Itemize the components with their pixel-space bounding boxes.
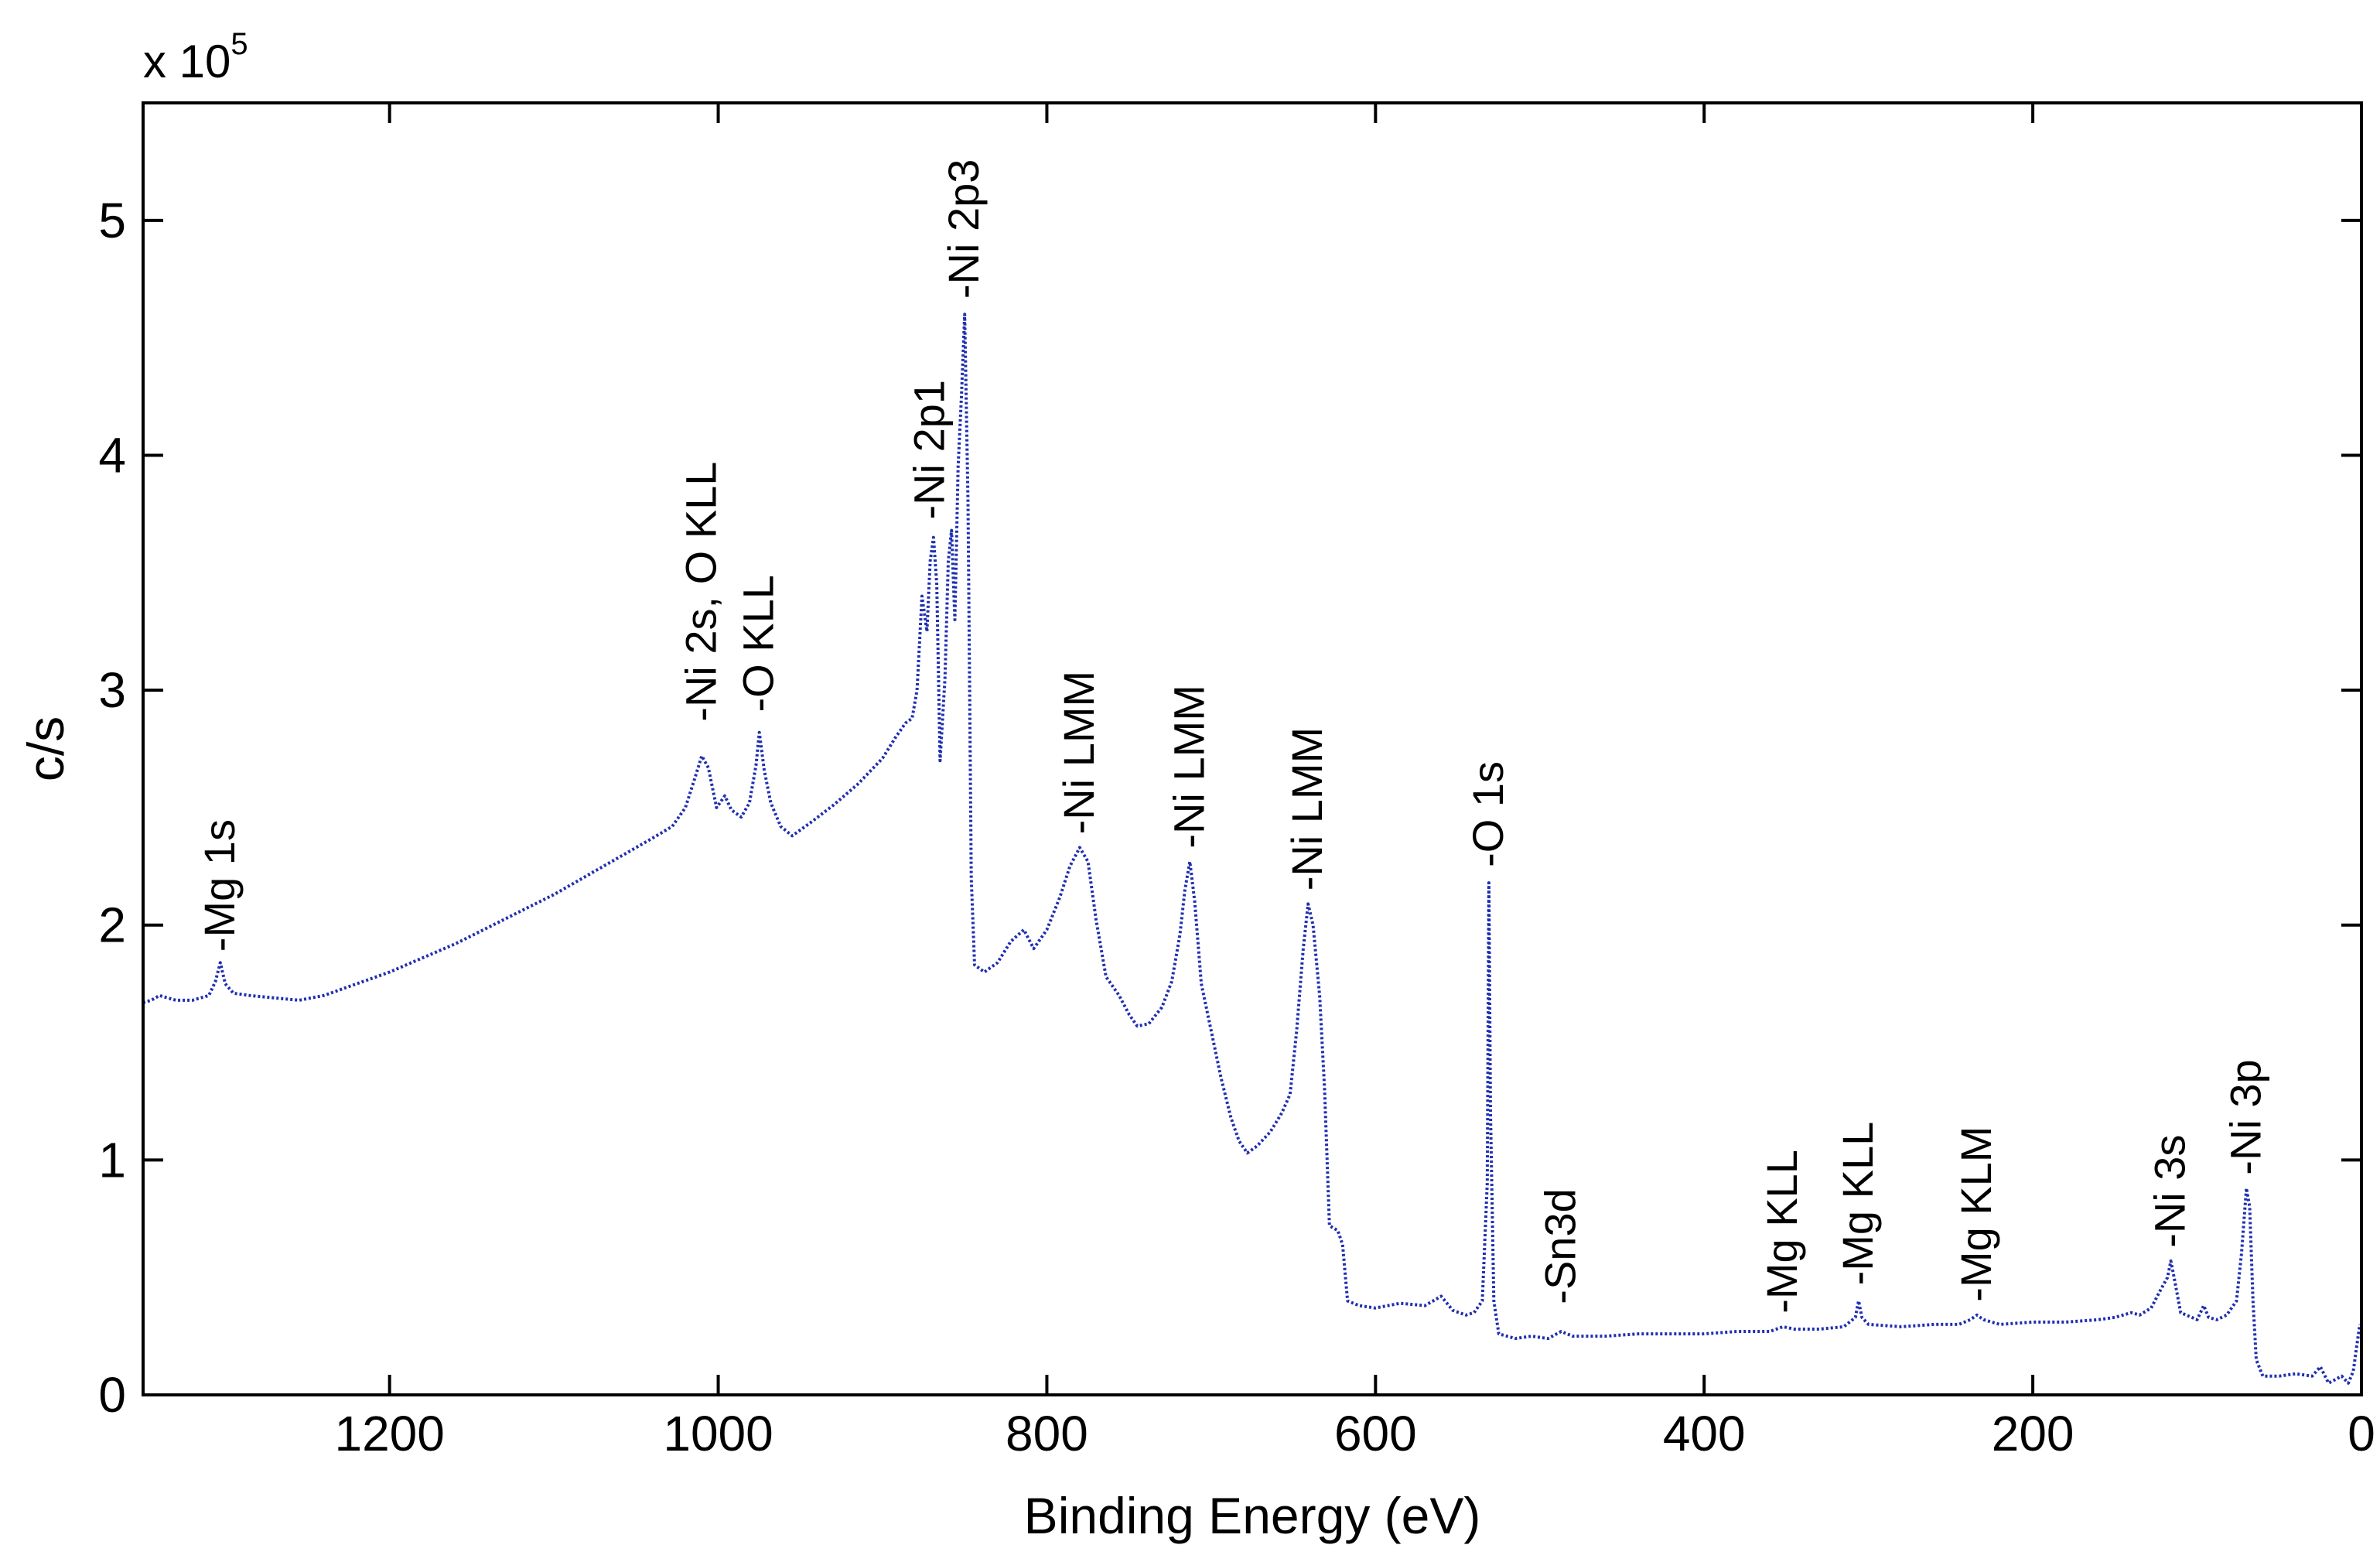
y-tick-label: 4 bbox=[98, 427, 126, 483]
peak-annotation: -Ni 2p3 bbox=[939, 159, 988, 299]
peak-annotation: -Ni 2p1 bbox=[905, 380, 954, 520]
y-axis-multiplier: x 105 bbox=[143, 27, 248, 87]
peak-annotation: -Mg 1s bbox=[195, 819, 244, 952]
y-tick-label: 2 bbox=[98, 897, 126, 953]
peak-annotation: -Ni 3p bbox=[2221, 1059, 2269, 1174]
x-tick-label: 1200 bbox=[334, 1406, 444, 1461]
annotation-layer: -Mg 1s -Ni 2s, O KLL -O KLL -Ni 2p1 -Ni 2p3 -… bbox=[195, 159, 2270, 1314]
peak-annotation: -Mg KLL bbox=[1757, 1150, 1806, 1314]
peak-annotation: -Ni LMM bbox=[1164, 685, 1213, 849]
peak-annotation: -Ni 3s bbox=[2146, 1135, 2194, 1248]
y-tick-label: 0 bbox=[98, 1367, 126, 1423]
y-tick-label: 5 bbox=[98, 193, 126, 248]
y-tick-label: 3 bbox=[98, 662, 126, 718]
peak-annotation: -Sn3d bbox=[1535, 1188, 1584, 1304]
y-multiplier-exponent: 5 bbox=[230, 27, 248, 61]
x-tick-label: 200 bbox=[1992, 1406, 2074, 1461]
x-tick-label: 400 bbox=[1663, 1406, 1746, 1461]
x-tick-label: 1000 bbox=[663, 1406, 773, 1461]
peak-annotation: -Ni LMM bbox=[1054, 671, 1103, 835]
x-tick-label: 0 bbox=[2348, 1406, 2375, 1461]
peak-annotation: -O KLL bbox=[734, 575, 783, 712]
y-tick-label: 1 bbox=[98, 1132, 126, 1188]
x-axis-label: Binding Energy (eV) bbox=[1024, 1487, 1481, 1544]
series-line-0 bbox=[142, 313, 2361, 1385]
peak-annotation: -Mg KLL bbox=[1833, 1122, 1882, 1286]
peak-annotation: -Ni 2s, O KLL bbox=[676, 462, 725, 722]
peak-annotation: -O 1s bbox=[1463, 761, 1512, 867]
peak-annotation: -Ni LMM bbox=[1282, 727, 1331, 891]
plot-frame bbox=[142, 101, 2363, 1396]
y-axis-label: c/s bbox=[17, 716, 74, 781]
y-multiplier-base: x 10 bbox=[143, 36, 230, 87]
axis-layer: 1200 1000 800 600 400 200 0 0 1 2 3 4 5 bbox=[98, 103, 2375, 1461]
x-tick-label: 600 bbox=[1334, 1406, 1417, 1461]
x-tick-label: 800 bbox=[1006, 1406, 1088, 1461]
peak-annotation: -Mg KLM bbox=[1951, 1126, 2000, 1302]
plot-layer bbox=[142, 313, 2361, 1385]
